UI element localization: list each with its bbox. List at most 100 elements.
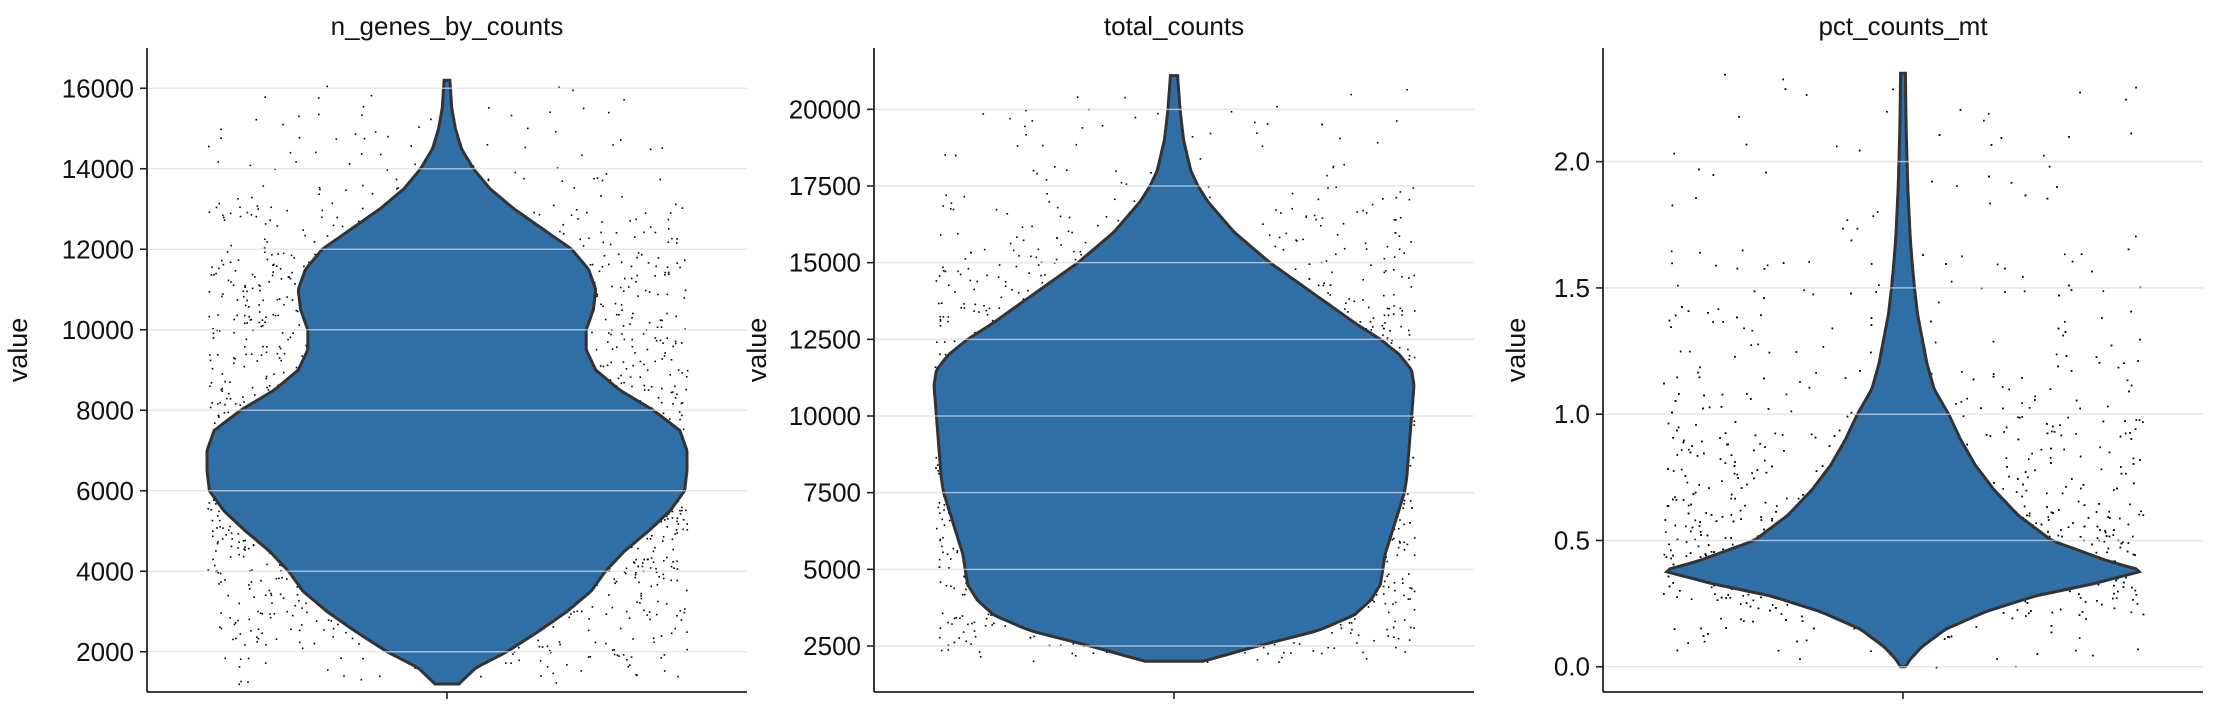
data-point xyxy=(308,261,310,264)
data-point xyxy=(268,385,271,387)
data-point xyxy=(978,311,980,313)
data-point xyxy=(345,189,347,191)
data-point xyxy=(1073,250,1075,253)
data-point xyxy=(558,86,560,89)
data-point xyxy=(944,270,947,273)
data-point xyxy=(274,314,277,317)
data-point xyxy=(997,276,1000,278)
data-point xyxy=(211,367,214,370)
data-point xyxy=(1393,305,1395,307)
data-point xyxy=(987,613,990,616)
data-point xyxy=(256,360,259,362)
data-point xyxy=(229,398,232,400)
data-point xyxy=(304,234,306,237)
data-point xyxy=(1403,541,1405,544)
data-point xyxy=(1402,507,1404,509)
data-point xyxy=(626,658,628,661)
data-point xyxy=(212,530,214,532)
data-point xyxy=(938,558,941,561)
data-point xyxy=(633,562,636,564)
data-point xyxy=(237,619,239,622)
data-point xyxy=(640,595,642,597)
data-point xyxy=(599,365,602,367)
data-point xyxy=(1293,642,1295,644)
data-point xyxy=(1333,647,1336,649)
data-point xyxy=(943,341,946,343)
data-point xyxy=(1395,219,1397,221)
data-point xyxy=(234,403,237,405)
data-point xyxy=(633,561,635,563)
data-point xyxy=(944,154,946,156)
data-point xyxy=(619,286,622,289)
data-point xyxy=(1406,88,1408,91)
data-point xyxy=(269,219,271,221)
data-point xyxy=(298,324,300,326)
data-point xyxy=(675,203,677,206)
data-point xyxy=(653,641,655,643)
data-point xyxy=(1030,255,1032,258)
data-point xyxy=(1362,279,1364,281)
data-point xyxy=(281,576,283,579)
data-point xyxy=(654,275,656,277)
data-point xyxy=(220,128,222,131)
data-point xyxy=(217,403,219,405)
data-point xyxy=(487,178,490,181)
data-point xyxy=(680,619,683,621)
data-point xyxy=(1414,310,1416,312)
data-point xyxy=(644,289,647,292)
data-point xyxy=(313,241,316,243)
data-point xyxy=(1386,575,1388,577)
data-point xyxy=(593,177,595,180)
data-point xyxy=(570,214,573,216)
data-point xyxy=(644,212,647,214)
data-point xyxy=(305,602,307,605)
data-point xyxy=(242,290,245,293)
data-point xyxy=(673,567,675,569)
data-point xyxy=(1365,212,1368,214)
data-point xyxy=(254,394,256,396)
data-point xyxy=(266,258,269,261)
data-point xyxy=(620,139,622,141)
data-point xyxy=(669,212,672,214)
data-point xyxy=(247,681,249,683)
data-point xyxy=(605,613,608,615)
data-point xyxy=(650,557,653,559)
data-point xyxy=(288,276,291,278)
data-point xyxy=(682,528,684,531)
data-point xyxy=(289,151,292,154)
data-point xyxy=(248,315,250,318)
data-point xyxy=(524,146,527,149)
data-point xyxy=(648,321,651,324)
data-point xyxy=(222,527,224,529)
data-point xyxy=(278,345,281,348)
data-point xyxy=(686,369,689,372)
data-point xyxy=(1403,549,1406,551)
data-point xyxy=(1278,661,1280,663)
data-point xyxy=(238,666,241,668)
data-point xyxy=(652,637,655,640)
data-point xyxy=(662,573,665,576)
data-point xyxy=(965,588,967,591)
data-point xyxy=(671,391,674,393)
data-point xyxy=(675,529,678,531)
data-point xyxy=(588,618,590,620)
data-point xyxy=(649,618,651,621)
data-point xyxy=(518,646,520,649)
data-point xyxy=(1199,158,1202,160)
data-point xyxy=(674,342,677,345)
data-point xyxy=(1372,317,1375,319)
data-point xyxy=(953,340,956,343)
data-point xyxy=(1032,169,1035,172)
data-point xyxy=(589,264,592,266)
data-point xyxy=(957,233,959,235)
data-point xyxy=(622,654,625,656)
data-point xyxy=(336,216,338,219)
data-point xyxy=(984,625,987,627)
data-point xyxy=(657,293,659,296)
data-point xyxy=(220,612,222,614)
data-point xyxy=(965,640,967,643)
data-point xyxy=(1074,655,1077,657)
data-point xyxy=(939,234,942,236)
data-point xyxy=(343,675,345,677)
data-point xyxy=(947,621,949,624)
